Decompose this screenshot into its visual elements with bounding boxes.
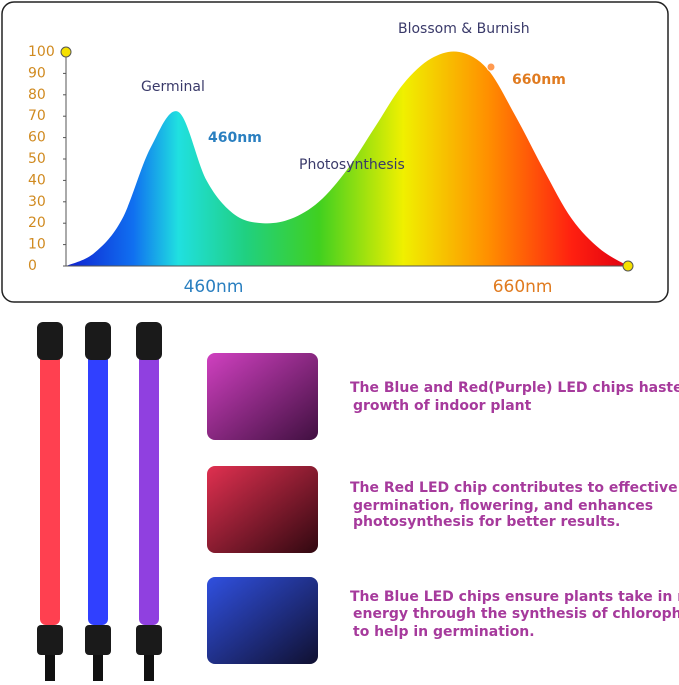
feature-text: The Red LED chip contributes to effectiv… [350,480,678,496]
y-tick-label: 0 [28,258,37,274]
axis-dot [622,260,634,272]
feature-text: energy through the synthesis of chloroph… [353,606,679,622]
marker-dot [486,62,496,72]
spectrum-area [66,51,628,267]
y-tick-label: 80 [28,87,46,103]
feature-text: The Blue and Red(Purple) LED chips haste… [350,380,679,396]
y-tick-label: 90 [28,65,46,81]
photos [207,353,318,664]
y-tick-label: 60 [28,130,46,146]
y-tick-label: 10 [28,237,46,253]
annotation: Germinal [141,79,205,95]
feature-text: photosynthesis for better results. [353,514,620,530]
feature-text: germination, flowering, and enhances [353,498,653,514]
y-tick-label: 20 [28,215,46,231]
y-tick-label: 30 [28,194,46,210]
x-tick-label: 660nm [493,277,553,297]
feature-text: growth of indoor plant [353,398,532,414]
annotation: Blossom & Burnish [398,21,530,37]
feature-text: to help in germination. [353,624,535,640]
axis-dot [60,46,72,58]
feature-text: The Blue LED chips ensure plants take in… [350,589,679,605]
y-tick-label: 40 [28,172,46,188]
annotation: 460nm [208,130,262,146]
y-tick-label: 70 [28,108,46,124]
annotation: Photosynthesis [299,157,405,173]
y-tick-label: 50 [28,151,46,167]
tubes [37,322,162,681]
y-tick-label: 100 [28,44,55,60]
x-tick-label: 460nm [184,277,244,297]
annotation: 660nm [512,72,566,88]
